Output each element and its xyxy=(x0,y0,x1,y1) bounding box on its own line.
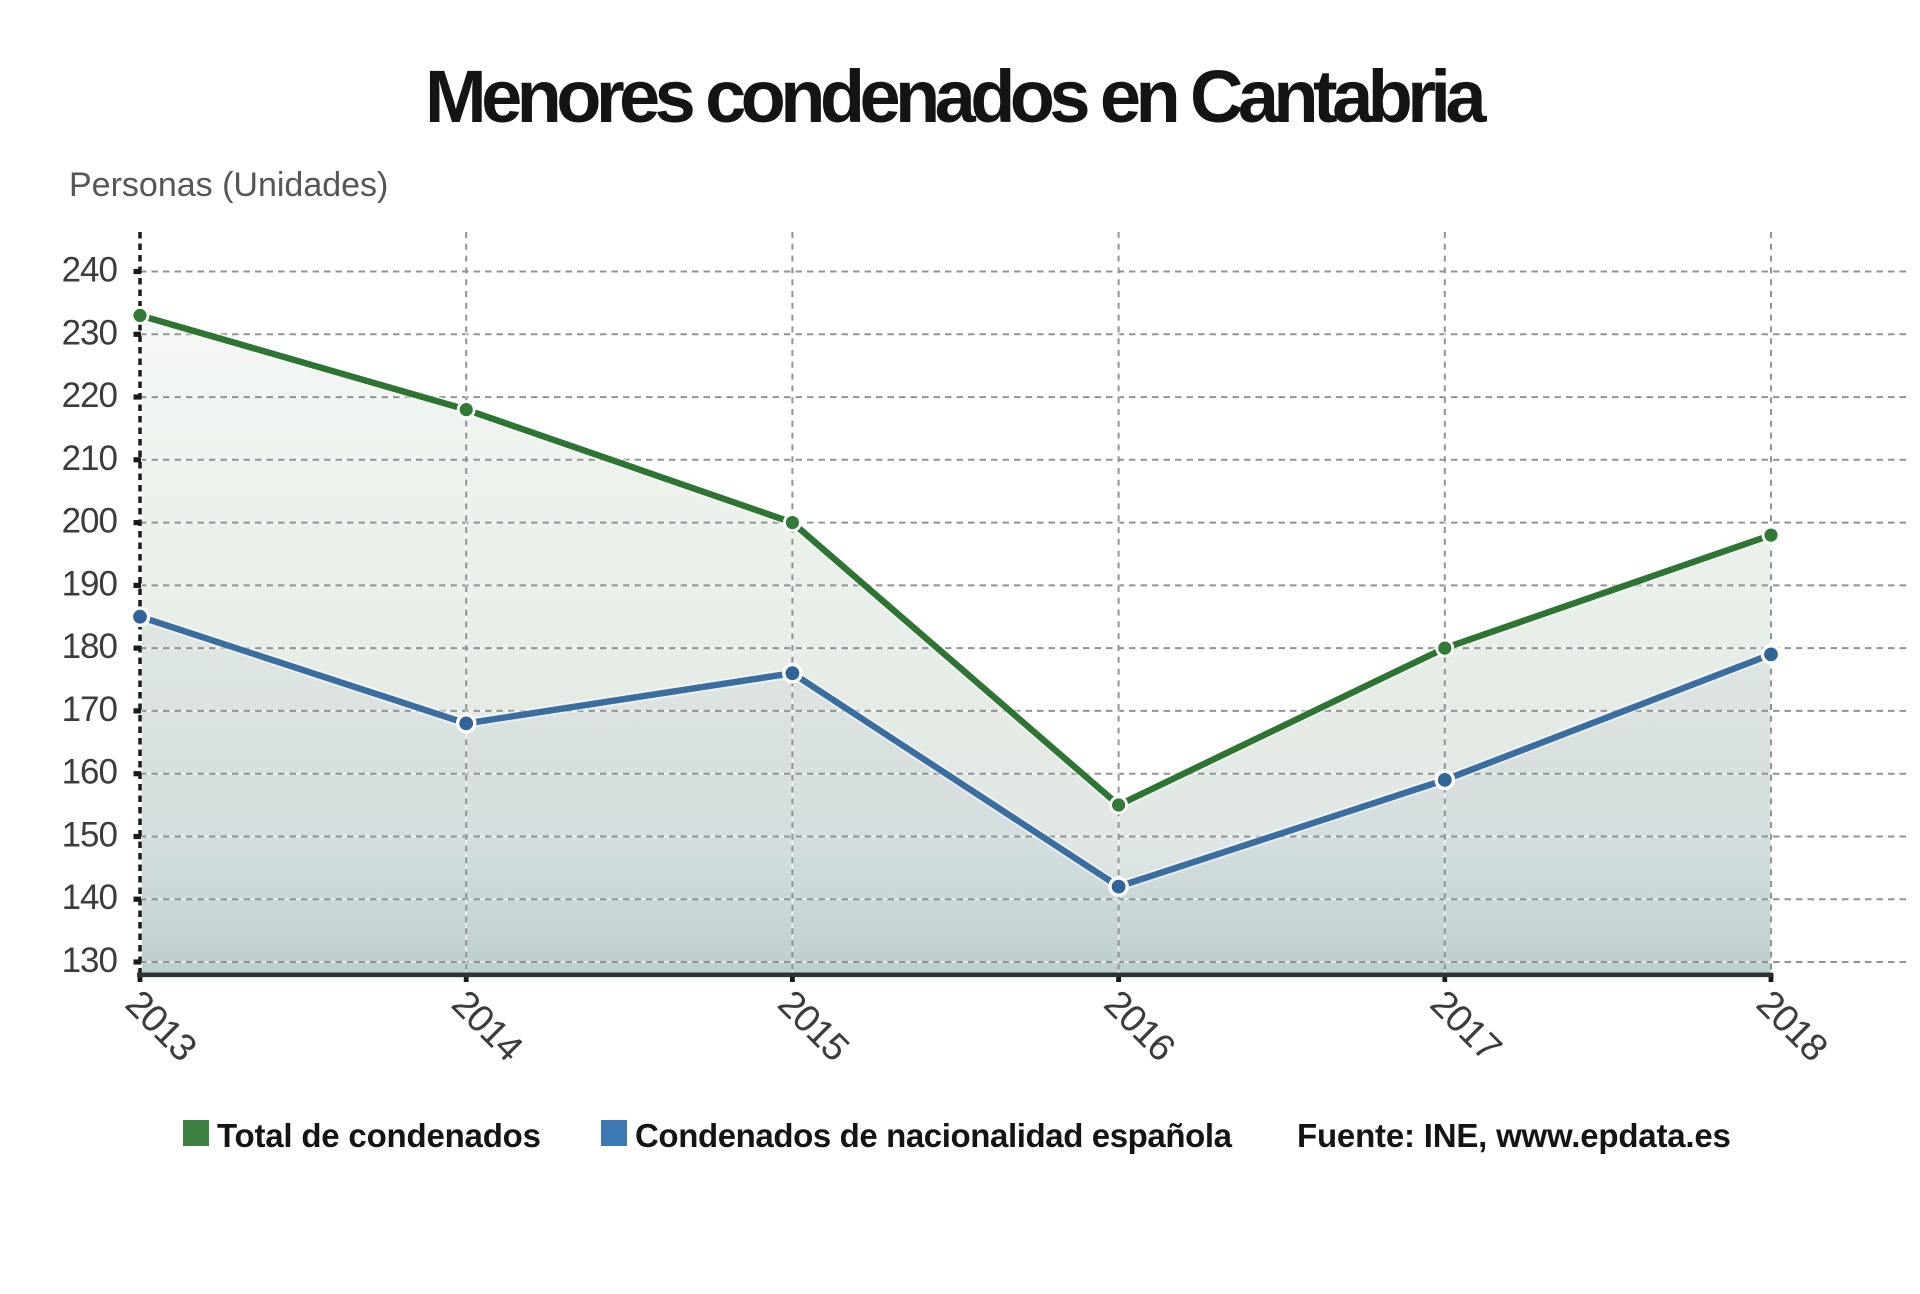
svg-text:Personas (Unidades): Personas (Unidades) xyxy=(69,166,388,204)
svg-text:2018: 2018 xyxy=(1748,983,1835,1070)
svg-text:170: 170 xyxy=(62,690,118,729)
svg-text:200: 200 xyxy=(62,502,118,541)
svg-text:Total de condenados: Total de condenados xyxy=(217,1117,541,1154)
svg-text:210: 210 xyxy=(62,439,118,478)
svg-text:Condenados de nacionalidad esp: Condenados de nacionalidad española xyxy=(635,1117,1233,1154)
svg-text:2017: 2017 xyxy=(1422,983,1509,1070)
svg-text:Fuente: INE, www.epdata.es: Fuente: INE, www.epdata.es xyxy=(1297,1117,1731,1154)
svg-text:150: 150 xyxy=(62,816,118,855)
svg-text:190: 190 xyxy=(62,564,118,603)
svg-text:240: 240 xyxy=(62,251,118,290)
svg-text:Menores condenados en Cantabri: Menores condenados en Cantabria xyxy=(425,55,1487,138)
svg-text:2013: 2013 xyxy=(117,983,204,1070)
svg-text:2015: 2015 xyxy=(770,983,857,1070)
svg-text:180: 180 xyxy=(62,627,118,666)
svg-text:230: 230 xyxy=(62,313,118,352)
svg-text:140: 140 xyxy=(62,878,118,917)
svg-text:160: 160 xyxy=(62,753,118,792)
svg-text:220: 220 xyxy=(62,376,118,415)
svg-text:2016: 2016 xyxy=(1096,983,1183,1070)
svg-text:130: 130 xyxy=(62,941,118,980)
svg-text:2014: 2014 xyxy=(443,983,530,1070)
